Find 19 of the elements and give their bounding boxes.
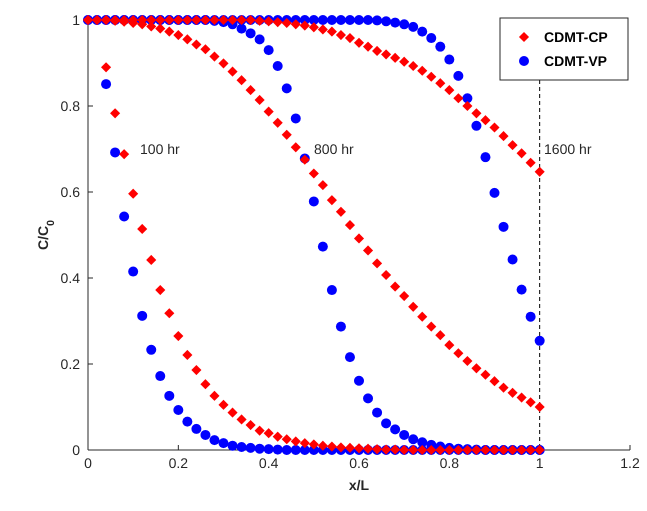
x-tick-label: 0.4 (258, 455, 279, 471)
y-tick-label: 0.2 (60, 356, 80, 372)
x-tick-label: 1 (536, 455, 544, 471)
x-tick-label: 0.8 (440, 455, 460, 471)
annotation: 100 hr (140, 141, 180, 157)
y-tick-label: 0.6 (60, 184, 80, 200)
y-tick-label: 0.4 (60, 270, 80, 286)
legend-label: CDMT-CP (544, 29, 608, 45)
y-tick-label: 1 (72, 12, 80, 28)
legend-label: CDMT-VP (544, 53, 607, 69)
annotation: 1600 hr (544, 141, 592, 157)
annotation: 800 hr (314, 141, 354, 157)
x-tick-label: 0.2 (168, 455, 188, 471)
y-tick-label: 0.8 (60, 98, 80, 114)
x-tick-label: 0 (84, 455, 92, 471)
x-axis-title: x/L (348, 477, 370, 493)
y-tick-label: 0 (72, 442, 80, 458)
x-tick-label: 0.6 (349, 455, 369, 471)
x-tick-label: 1.2 (620, 455, 640, 471)
